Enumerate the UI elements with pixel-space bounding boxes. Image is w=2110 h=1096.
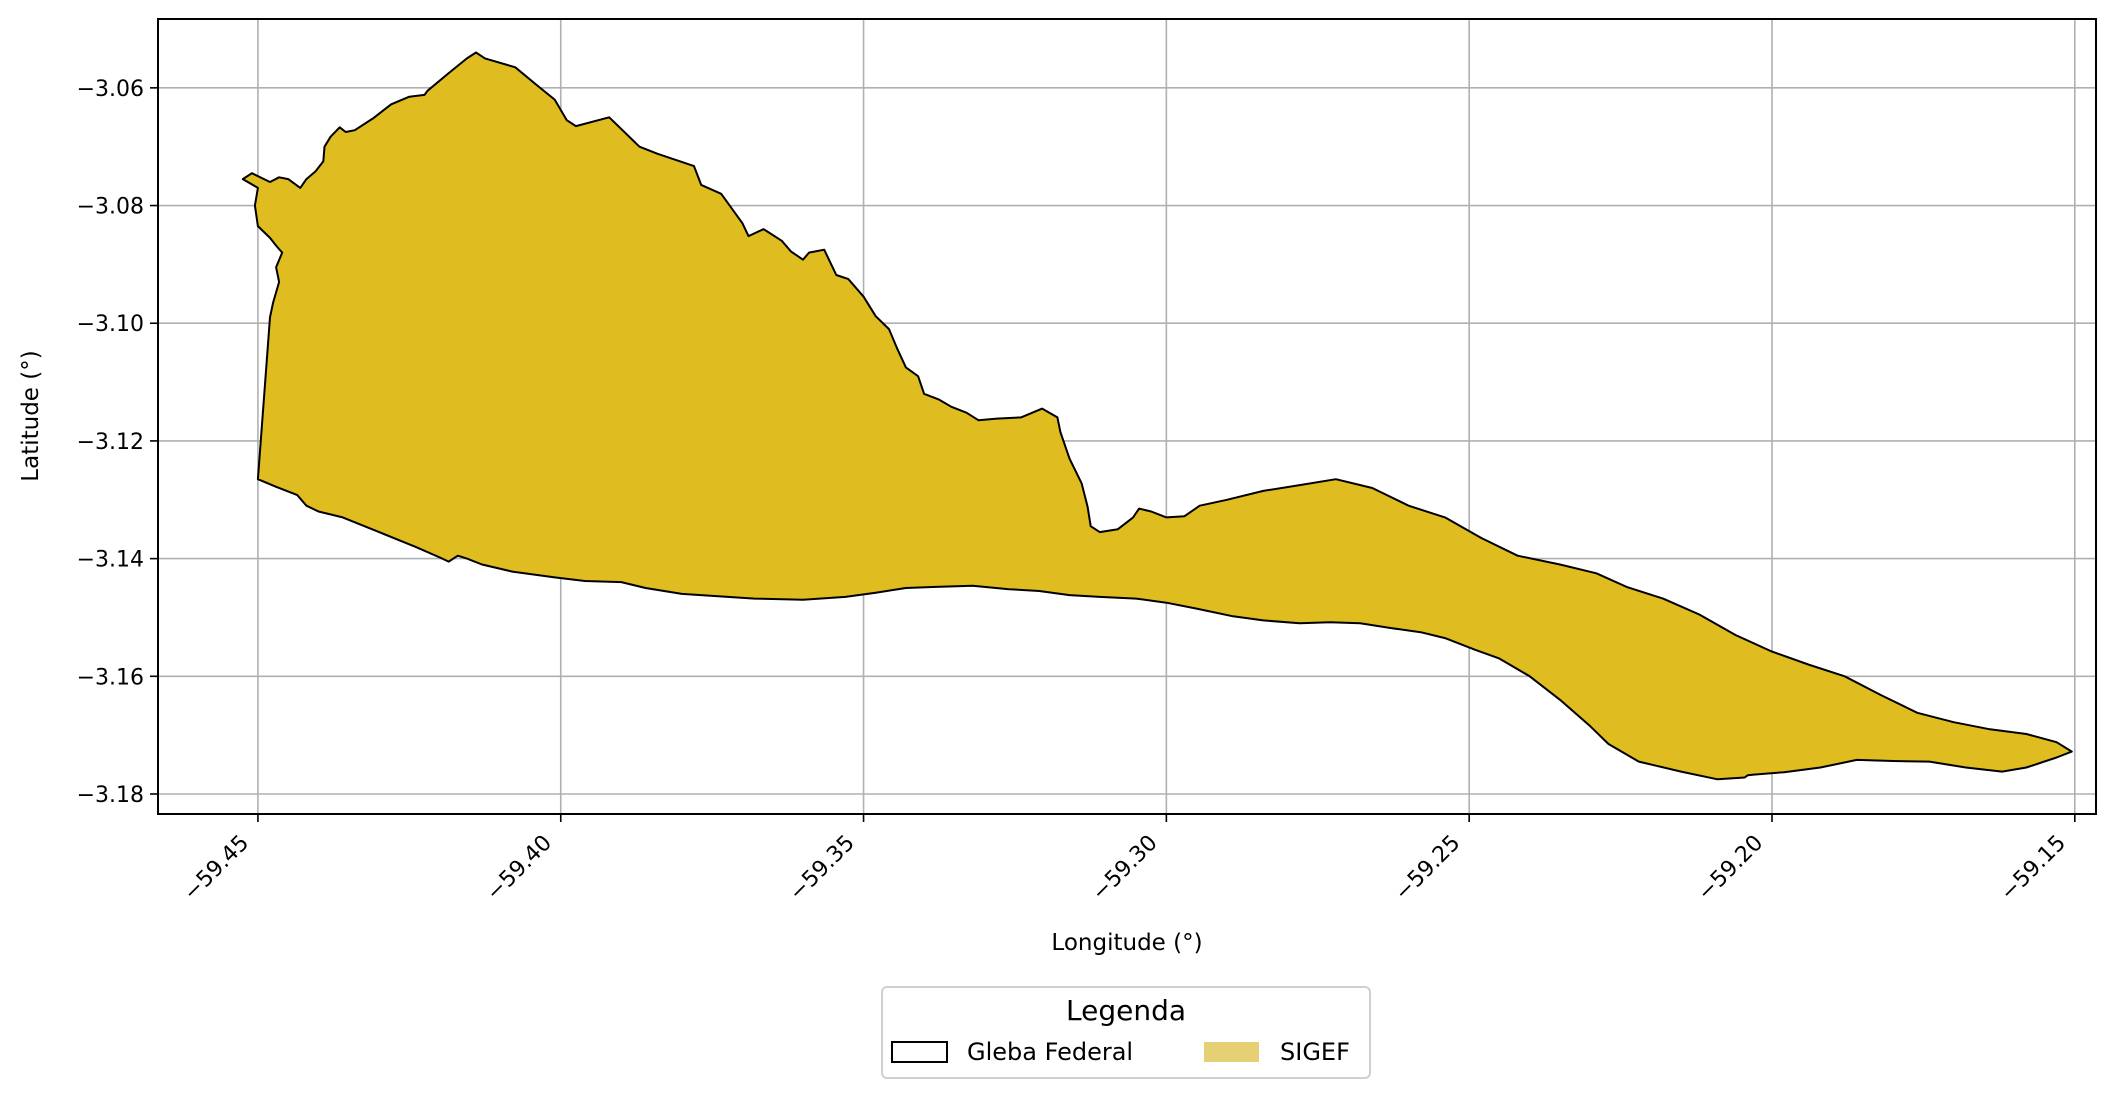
x-tick-label: −59.45 bbox=[179, 831, 254, 906]
legend-swatch-sigef bbox=[1204, 1042, 1259, 1062]
legend: Legenda Gleba Federal SIGEF bbox=[881, 986, 1371, 1079]
y-tick-label: −3.10 bbox=[77, 312, 144, 337]
map-polygons bbox=[241, 51, 2073, 781]
x-tick-label: −59.15 bbox=[1996, 831, 2071, 906]
x-tick-label: −59.40 bbox=[482, 831, 557, 906]
y-tick-label: −3.08 bbox=[77, 195, 144, 220]
x-tick-label: −59.30 bbox=[1087, 831, 1162, 906]
x-tick-label: −59.20 bbox=[1693, 831, 1768, 906]
legend-label-sigef: SIGEF bbox=[1280, 1038, 1350, 1066]
y-tick-label: −3.14 bbox=[77, 548, 144, 573]
x-axis-label: Longitude (°) bbox=[1051, 930, 1202, 956]
y-tick-label: −3.18 bbox=[77, 783, 144, 808]
y-tick-label: −3.12 bbox=[77, 430, 144, 455]
legend-swatch-gleba-federal bbox=[891, 1041, 948, 1063]
y-axis-label: Latitude (°) bbox=[18, 350, 44, 481]
x-tick-label: −59.35 bbox=[785, 831, 860, 906]
y-tick-label: −3.06 bbox=[77, 77, 144, 102]
x-tick-label: −59.25 bbox=[1390, 831, 1465, 906]
plot-frame bbox=[157, 18, 2097, 815]
legend-label-gleba-federal: Gleba Federal bbox=[967, 1038, 1133, 1066]
polygon-sigef bbox=[241, 51, 2073, 781]
y-tick-label: −3.16 bbox=[77, 665, 144, 690]
legend-title: Legenda bbox=[1066, 994, 1186, 1027]
